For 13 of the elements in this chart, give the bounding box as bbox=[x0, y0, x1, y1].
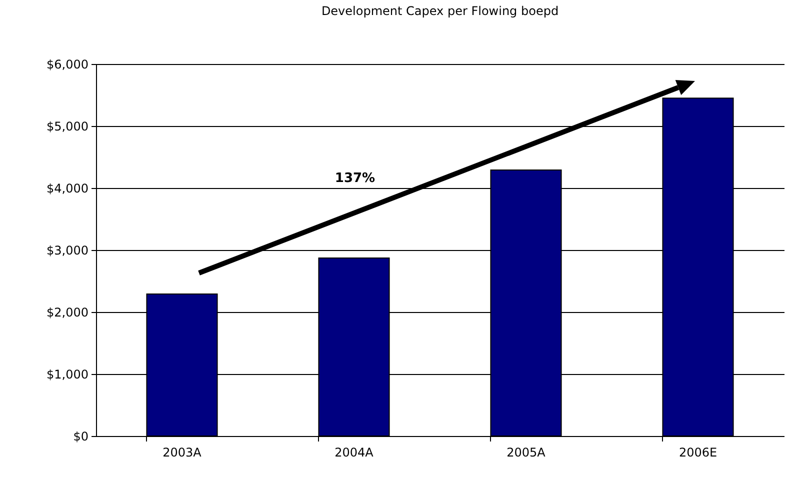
chart-title: Development Capex per Flowing boepd bbox=[321, 4, 559, 18]
y-tick-label: $3,000 bbox=[46, 244, 88, 258]
y-tick-label: $2,000 bbox=[46, 306, 88, 320]
x-tick-label: 2004A bbox=[334, 446, 374, 460]
y-tick-label: $1,000 bbox=[46, 368, 88, 382]
x-tick-label: 2006E bbox=[678, 446, 718, 460]
y-tick-label: $5,000 bbox=[46, 120, 88, 134]
y-tick-label: $0 bbox=[73, 430, 88, 444]
y-tick-label: $4,000 bbox=[46, 182, 88, 196]
annotation: 137% bbox=[334, 171, 376, 186]
x-tick-label: 2005A bbox=[506, 446, 546, 460]
y-tick-label: $6,000 bbox=[46, 58, 88, 72]
x-tick-label: 2003A bbox=[162, 446, 202, 460]
